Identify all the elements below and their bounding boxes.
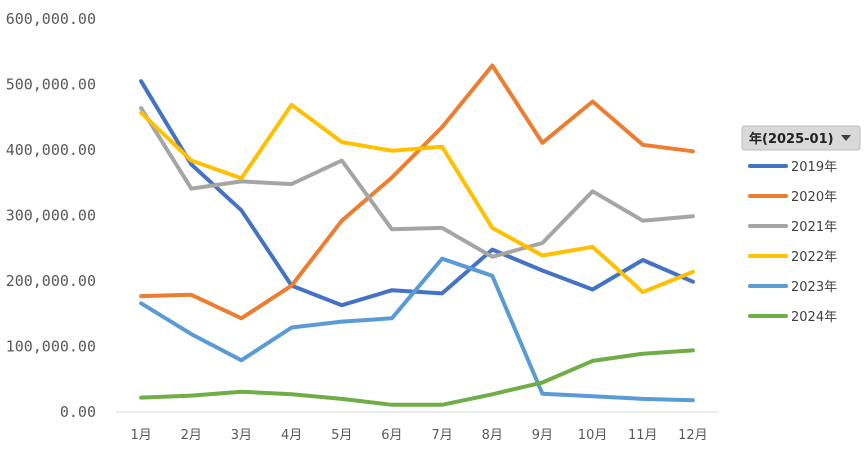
x-tick-text: 3月: [231, 428, 252, 443]
year-filter-button[interactable]: 年(2025-01): [741, 125, 861, 151]
y-tick-label: 600,000.00: [6, 10, 96, 28]
x-tick-label: 7月: [431, 428, 452, 443]
series-line-2023年: [139, 256, 695, 403]
dropdown-arrow-icon: [841, 135, 851, 141]
series-line-2019年: [139, 79, 695, 308]
x-axis: 1月 2月 3月 4月 5月 6月 7月 8月 9月 10月 11月 12月: [116, 411, 718, 443]
legend-item[interactable]: 2021年: [748, 220, 837, 235]
y-tick-label: 0.00: [60, 403, 96, 421]
x-tick-text: 4月: [281, 428, 302, 443]
x-tick-text: 9月: [532, 428, 553, 443]
year-filter-background: [741, 125, 861, 151]
x-tick-label: 8月: [482, 428, 503, 443]
y-tick-label: 400,000.00: [6, 141, 96, 159]
x-tick-label: 9月: [532, 428, 553, 443]
legend-item[interactable]: 2019年: [748, 160, 837, 175]
x-tick-label: 10月: [578, 428, 608, 443]
legend-item[interactable]: 2022年: [748, 250, 837, 265]
y-tick-text: 200,000.00: [6, 272, 96, 290]
legend: 2019年 2020年 2021年 2022年 2023年 2024年: [748, 160, 837, 325]
series-line-2021年: [139, 106, 695, 259]
y-tick-label: 300,000.00: [6, 207, 96, 225]
y-tick-text: 600,000.00: [6, 10, 96, 28]
y-tick-text: 400,000.00: [6, 141, 96, 159]
legend-label: 2021年: [791, 220, 837, 235]
x-tick-text: 6月: [381, 428, 402, 443]
x-tick-label: 5月: [331, 428, 352, 443]
y-axis: 0.00 100,000.00 200,000.00 300,000.00 400,00…: [6, 10, 96, 421]
series-line-2024年: [139, 348, 695, 407]
legend-label: 2023年: [791, 280, 837, 295]
legend-label: 2022年: [791, 250, 837, 265]
x-tick-label: 12月: [678, 428, 708, 443]
legend-label: 2024年: [791, 310, 837, 325]
y-tick-label: 100,000.00: [6, 338, 96, 356]
legend-item[interactable]: 2020年: [748, 190, 837, 205]
x-tick-label: 3月: [231, 428, 252, 443]
year-filter-label: 年(2025-01): [749, 131, 834, 147]
x-tick-text: 7月: [431, 428, 452, 443]
x-tick-text: 2月: [181, 428, 202, 443]
x-tick-label: 1月: [130, 428, 151, 443]
series-line-2020年: [139, 63, 695, 321]
x-tick-label: 6月: [381, 428, 402, 443]
x-tick-label: 11月: [628, 428, 658, 443]
x-tick-text: 10月: [578, 428, 608, 443]
x-tick-label: 4月: [281, 428, 302, 443]
x-tick-text: 11月: [628, 428, 658, 443]
legend-item[interactable]: 2024年: [748, 310, 837, 325]
series-layer: [139, 63, 695, 407]
legend-label: 2020年: [791, 190, 837, 205]
y-tick-text: 300,000.00: [6, 207, 96, 225]
x-tick-label: 2月: [181, 428, 202, 443]
y-tick-text: 100,000.00: [6, 338, 96, 356]
x-tick-text: 5月: [331, 428, 352, 443]
x-tick-text: 8月: [482, 428, 503, 443]
x-tick-text: 1月: [130, 428, 151, 443]
x-tick-text: 12月: [678, 428, 708, 443]
legend-item[interactable]: 2023年: [748, 280, 837, 295]
y-tick-label: 200,000.00: [6, 272, 96, 290]
series-line-2022年: [139, 102, 695, 295]
y-tick-text: 0.00: [60, 403, 96, 421]
y-tick-label: 500,000.00: [6, 76, 96, 94]
y-tick-text: 500,000.00: [6, 76, 96, 94]
legend-label: 2019年: [791, 160, 837, 175]
